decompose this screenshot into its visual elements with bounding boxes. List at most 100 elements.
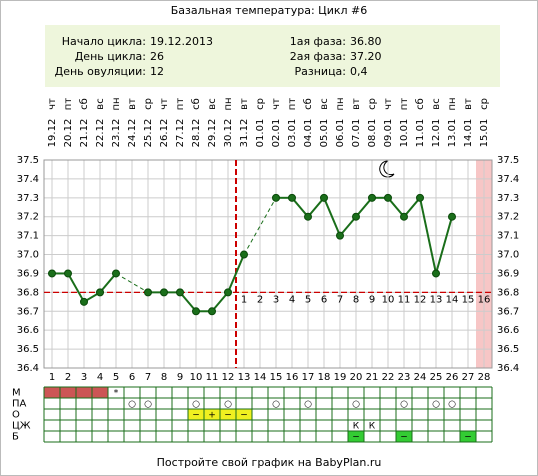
day-label: 24 [414,372,427,383]
date-label: 10.01 [399,119,410,148]
line-connector [115,273,149,293]
row-label: М [12,388,21,399]
phase-day-label: 8 [353,294,359,305]
day-label: 18 [318,372,331,383]
weekday-label: вт [463,98,474,110]
weekday-label: пн [447,97,458,110]
day-label: 28 [478,372,491,383]
line-segment [403,197,421,218]
date-label: 19.12 [47,119,58,148]
phase-day-label: 11 [398,294,411,305]
line-segment [435,216,453,274]
point [112,269,120,278]
date-label: 24.12 [127,119,138,148]
row-highlight [60,387,76,398]
line-segment [227,254,245,293]
point [272,193,280,202]
date-label: 29.12 [207,119,218,148]
info-label: День цикла: [75,50,146,63]
point [368,193,376,202]
weekday-label: сб [79,98,90,110]
date-label: 15.01 [479,119,490,148]
date-label: 14.01 [463,119,474,148]
row-cell: ○ [432,400,440,410]
row-cell: ○ [128,400,136,410]
y-tick-label-right: 37.4 [497,174,519,185]
day-label: 20 [350,372,363,383]
row-cell: ○ [304,400,312,410]
phase-day-label: 7 [337,294,343,305]
info-label: 2ая фаза: [290,50,346,63]
weekday-label: вс [431,98,442,109]
y-tick-label: 36.7 [17,306,39,317]
date-label: 20.12 [63,119,74,148]
line-segment [339,216,357,237]
point [416,193,424,202]
row-label: ПА [12,399,27,410]
weekday-label: вс [95,98,106,109]
date-label: 13.01 [447,119,458,148]
day-label: 25 [430,372,443,383]
line-segment [99,272,117,294]
date-label: 11.01 [415,119,426,148]
line-segment [179,291,197,312]
row-cell: ○ [448,400,456,410]
phase-day-label: 9 [369,294,375,305]
day-label: 11 [206,372,219,383]
point [224,288,232,297]
row-cell: * [114,389,119,399]
line-segment [355,197,373,218]
row-cell: − [224,411,232,421]
row-cell: − [240,411,248,421]
y-tick-label: 37.3 [17,193,39,204]
day-label: 15 [270,372,283,383]
day-label: 13 [238,372,251,383]
info-label: 1ая фаза: [290,35,346,48]
weekday-label: пт [399,98,410,111]
weekday-label: сб [415,98,426,110]
info-label: День овуляции: [55,65,146,78]
phase-day-label: 1 [241,294,247,305]
info-label: Разница: [295,65,347,78]
day-label: 10 [190,372,203,383]
line-segment [67,272,85,303]
y-tick-label: 37.2 [17,212,39,223]
weekday-label: вт [239,98,250,110]
row-label: ЦЖ [12,421,31,432]
y-tick-label: 37.4 [17,174,39,185]
row-label: Б [12,432,19,443]
moon-icon [379,160,395,178]
phase-day-label: 16 [478,294,491,305]
day-label: 21 [366,372,379,383]
line-segment [419,197,437,274]
day-label: 12 [222,372,235,383]
day-label: 19 [334,372,347,383]
phase-day-label: 13 [430,294,443,305]
point [96,288,104,297]
line-segment [387,197,405,218]
weekday-label: чт [159,98,170,110]
date-label: 05.01 [319,119,330,148]
weekday-label: вт [127,98,138,110]
y-tick-label-right: 36.9 [497,268,519,279]
weekday-label: пт [63,98,74,111]
date-label: 30.12 [223,119,234,148]
date-label: 31.12 [239,119,250,148]
line-segment [323,197,341,237]
info-value: 37.20 [350,50,382,63]
day-label: 5 [113,372,119,383]
day-label: 22 [382,372,395,383]
day-label: 27 [462,372,475,383]
phase-day-label: 6 [321,294,327,305]
day-label: 14 [254,372,267,383]
phase-day-label: 5 [305,294,311,305]
row-cell: − [400,433,408,443]
day-label: 4 [97,372,103,383]
weekday-label: пт [175,98,186,111]
y-tick-label: 36.8 [17,287,39,298]
row-cell: − [352,433,360,443]
point [320,193,328,202]
info-value: 36.80 [350,35,382,48]
row-highlight [220,409,236,420]
line-segment [307,197,325,218]
